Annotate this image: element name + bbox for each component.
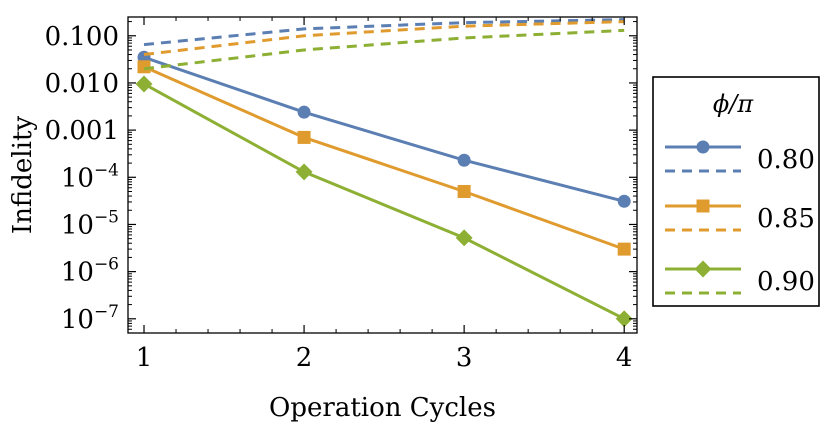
y-tick-exponent: −4 [94, 160, 119, 180]
y-tick-exponent: −5 [94, 207, 119, 227]
legend: ϕ/π 0.80 0.85 0.90 [653, 77, 819, 306]
plot-lines [136, 20, 633, 328]
legend-label-0.85: 0.85 [757, 204, 815, 234]
y-tick-label: 0.010 [45, 69, 119, 99]
legend-title: ϕ/π [713, 90, 754, 118]
data-point-0.80 [298, 106, 311, 119]
data-point-0.85 [298, 131, 311, 144]
legend-marker-0.85 [697, 200, 710, 213]
x-tick-label: 1 [136, 343, 153, 373]
y-tick-label: 10−4 [61, 160, 119, 193]
x-tick-label: 2 [296, 343, 313, 373]
series-solid-line-0.80 [144, 57, 624, 201]
data-point-0.85 [618, 243, 631, 256]
data-point-0.80 [458, 154, 471, 167]
data-point-0.85 [458, 185, 471, 198]
y-tick-label: 0.001 [45, 116, 119, 146]
x-tick-label: 3 [456, 343, 473, 373]
y-tick-exponent: −7 [94, 302, 119, 322]
legend-label-0.80: 0.80 [757, 145, 815, 175]
y-tick-label: 10−6 [61, 255, 119, 288]
y-tick-base: 10 [61, 305, 94, 335]
x-axis-title: Operation Cycles [269, 393, 496, 423]
legend-marker-0.80 [697, 141, 710, 154]
data-point-0.80 [618, 195, 631, 208]
y-axis-title: Infidelity [8, 116, 38, 234]
y-tick-base: 10 [61, 163, 94, 193]
y-tick-base: 10 [61, 210, 94, 240]
y-tick-exponent: −6 [94, 255, 119, 275]
data-point-0.90 [296, 163, 313, 180]
y-tick-label: 10−5 [61, 207, 119, 240]
x-tick-label: 4 [616, 343, 633, 373]
data-point-0.90 [136, 76, 153, 93]
y-tick-base: 10 [61, 258, 94, 288]
series-solid-line-0.90 [144, 84, 624, 319]
series-solid-line-0.85 [144, 67, 624, 249]
legend-label-0.90: 0.90 [757, 267, 815, 297]
data-point-0.90 [456, 229, 473, 246]
y-tick-label: 0.100 [45, 22, 119, 52]
y-tick-label: 10−7 [61, 302, 119, 335]
